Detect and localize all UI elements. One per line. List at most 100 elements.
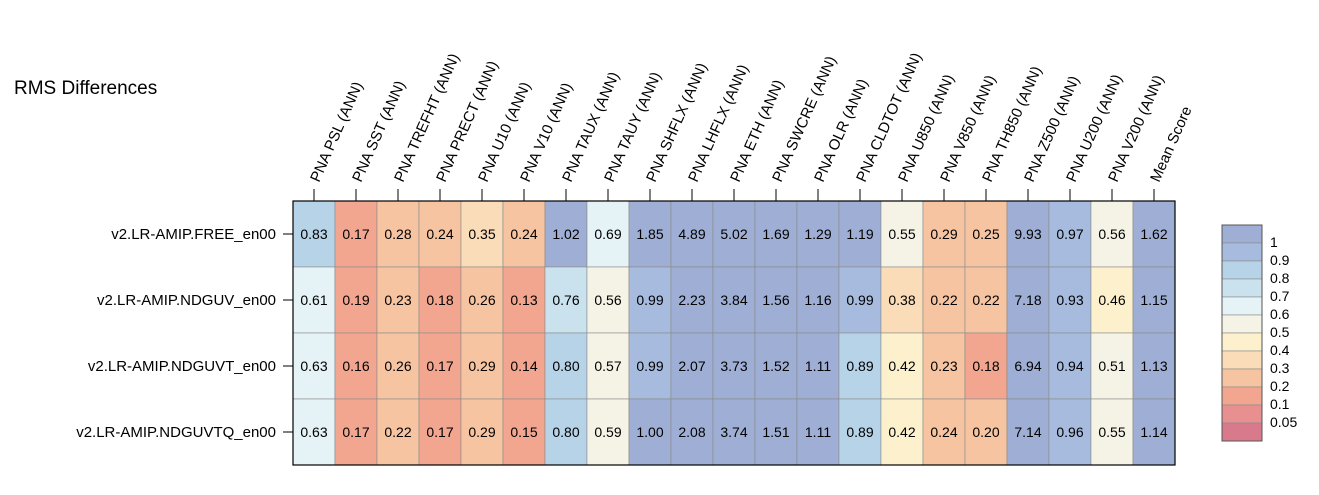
colorbar-segment: [1221, 278, 1263, 298]
cell-value-label: 0.89: [846, 424, 873, 440]
heatmap-cell: [1048, 398, 1092, 466]
heatmap-cell: [880, 200, 924, 268]
heatmap-cell: [292, 398, 336, 466]
cell-value-label: 3.84: [720, 292, 747, 308]
cell-value-label: 0.99: [636, 292, 663, 308]
cell-value-label: 6.94: [1014, 358, 1041, 374]
heatmap-cell: [334, 398, 378, 466]
column-label: Mean Score: [1147, 104, 1195, 185]
cell-value-label: 0.55: [888, 226, 915, 242]
colorbar-segment: [1221, 404, 1263, 424]
heatmap-cell: [1006, 200, 1050, 268]
cell-value-label: 2.08: [678, 424, 705, 440]
cell-value-label: 0.89: [846, 358, 873, 374]
colorbar-tick-label: 0.2: [1270, 378, 1290, 394]
cell-value-label: 0.22: [972, 292, 999, 308]
heatmap-cell: [712, 200, 756, 268]
cell-value-label: 0.99: [636, 358, 663, 374]
colorbar-segment: [1221, 332, 1263, 352]
cell-value-label: 1.69: [762, 226, 789, 242]
heatmap-cell: [292, 332, 336, 400]
cell-value-label: 1.11: [805, 358, 831, 374]
cell-value-label: 1.16: [804, 292, 831, 308]
heatmap-cell: [796, 332, 840, 400]
row-label: v2.LR-AMIP.NDGUVTQ_en00: [76, 424, 276, 441]
heatmap-cell: [292, 266, 336, 334]
cell-value-label: 0.29: [468, 358, 495, 374]
cell-value-label: 0.15: [510, 424, 537, 440]
heatmap-cell: [964, 266, 1008, 334]
heatmap-cell: [670, 398, 714, 466]
cell-value-label: 2.07: [678, 358, 705, 374]
heatmap-cell: [922, 332, 966, 400]
cell-value-label: 0.23: [930, 358, 957, 374]
cell-value-label: 1.29: [804, 226, 831, 242]
colorbar-segment: [1221, 368, 1263, 388]
heatmap-cell: [1132, 266, 1176, 334]
cell-value-label: 0.28: [384, 226, 411, 242]
heatmap-cell: [796, 398, 840, 466]
cell-value-label: 0.20: [972, 424, 999, 440]
colorbar-segment: [1221, 260, 1263, 280]
heatmap-cell: [670, 266, 714, 334]
cell-value-label: 3.73: [720, 358, 747, 374]
cell-value-label: 1.02: [552, 226, 579, 242]
colorbar-tick-label: 0.9: [1270, 252, 1290, 268]
heatmap-cell: [712, 266, 756, 334]
heatmap-cell: [796, 266, 840, 334]
cell-value-label: 4.89: [678, 226, 705, 242]
heatmap-cell: [628, 398, 672, 466]
heatmap-cell: [754, 200, 798, 268]
cell-value-label: 1.13: [1140, 358, 1167, 374]
cell-value-label: 1.00: [636, 424, 663, 440]
cell-value-label: 1.62: [1140, 226, 1167, 242]
heatmap-cell: [376, 266, 420, 334]
cell-value-label: 0.69: [594, 226, 621, 242]
heatmap-cell: [1048, 332, 1092, 400]
chart-title: RMS Differences: [14, 78, 158, 99]
row-label: v2.LR-AMIP.NDGUV_en00: [97, 292, 276, 309]
heatmap-cell: [838, 398, 882, 466]
cell-value-label: 0.17: [426, 358, 453, 374]
colorbar-segment: [1221, 296, 1263, 316]
cell-value-label: 0.23: [384, 292, 411, 308]
colorbar-border: [1221, 224, 1263, 442]
colorbar-tick-label: 0.7: [1270, 288, 1290, 304]
cell-value-label: 0.63: [300, 358, 327, 374]
cell-value-label: 0.29: [468, 424, 495, 440]
row-label: v2.LR-AMIP.FREE_en00: [111, 226, 276, 243]
cell-value-label: 0.51: [1098, 358, 1125, 374]
heatmap-cell: [586, 332, 630, 400]
cell-value-label: 1.85: [636, 226, 663, 242]
cell-value-label: 0.80: [552, 424, 579, 440]
cell-value-label: 1.52: [762, 358, 789, 374]
heatmap-cell: [502, 266, 546, 334]
heatmap-cell: [838, 200, 882, 268]
cell-value-label: 0.18: [426, 292, 453, 308]
colorbar-tick-label: 0.3: [1270, 360, 1290, 376]
cell-value-label: 1.15: [1140, 292, 1167, 308]
cell-value-label: 0.17: [342, 424, 369, 440]
heatmap-cell: [1006, 266, 1050, 334]
cell-value-label: 0.18: [972, 358, 999, 374]
cell-value-label: 7.18: [1014, 292, 1041, 308]
heatmap-cell: [754, 266, 798, 334]
cell-value-label: 0.14: [510, 358, 537, 374]
cell-value-label: 0.13: [510, 292, 537, 308]
heatmap-cell: [754, 398, 798, 466]
colorbar-tick-label: 0.6: [1270, 306, 1290, 322]
heatmap-cell: [418, 398, 462, 466]
cell-value-label: 0.24: [930, 424, 957, 440]
heatmap-cell: [586, 266, 630, 334]
cell-value-label: 0.22: [930, 292, 957, 308]
cell-value-label: 5.02: [720, 226, 747, 242]
cell-value-label: 0.63: [300, 424, 327, 440]
cell-value-label: 0.61: [300, 292, 327, 308]
heatmap-cell: [1132, 332, 1176, 400]
cell-value-label: 0.25: [972, 226, 999, 242]
cell-value-label: 0.24: [510, 226, 537, 242]
heatmap-cell: [964, 398, 1008, 466]
cell-value-label: 0.83: [300, 226, 327, 242]
cell-value-label: 0.35: [468, 226, 495, 242]
heatmap-cell: [838, 332, 882, 400]
